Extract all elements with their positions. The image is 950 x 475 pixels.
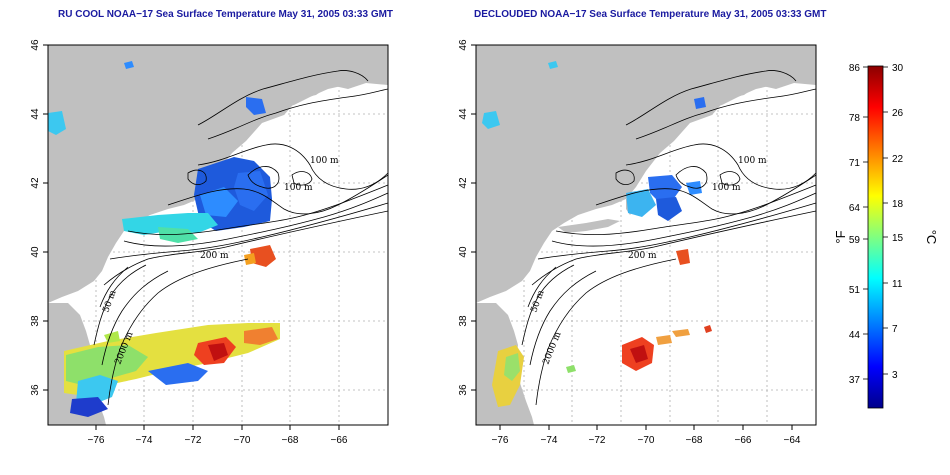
y-tick-label: 46 xyxy=(30,39,41,51)
y-tick-label: 42 xyxy=(30,177,41,189)
celsius-tick: 22 xyxy=(892,154,904,165)
x-tick-label: −72 xyxy=(589,435,606,446)
y-tick-label: 44 xyxy=(30,108,41,120)
fahrenheit-tick: 44 xyxy=(849,330,861,341)
y-tick-label: 42 xyxy=(458,177,469,189)
y-tick-label: 46 xyxy=(458,39,469,51)
fahrenheit-tick: 51 xyxy=(849,285,861,296)
y-tick-label: 40 xyxy=(30,246,41,258)
panel-title-right: DECLOUDED NOAA−17 Sea Surface Temperatur… xyxy=(474,9,827,20)
celsius-tick: 11 xyxy=(892,279,903,290)
map-panel-left: 100 m 100 m 200 m 50 m 2000 m xyxy=(47,44,389,426)
contour-label-200m: 200 m xyxy=(628,251,657,261)
x-tick-label: −72 xyxy=(185,435,202,446)
y-tick-label: 38 xyxy=(458,315,469,327)
x-tick-label: −76 xyxy=(492,435,509,446)
colorbar-ramp xyxy=(867,65,884,409)
x-tick-label: −70 xyxy=(638,435,655,446)
sst-pixels-right xyxy=(482,61,712,407)
contour-label-100m-b: 100 m xyxy=(284,183,313,193)
x-tick-label: −68 xyxy=(282,435,299,446)
x-tick-label: −76 xyxy=(88,435,105,446)
axes-left: −76 −74 −72 −70 −68 −66 36 38 40 42 44 4… xyxy=(30,39,348,446)
map-panel-right: 100 m 100 m 200 m 50 m 2000 m xyxy=(475,44,817,426)
celsius-tick: 7 xyxy=(892,324,898,335)
x-tick-label: −66 xyxy=(735,435,752,446)
y-tick-label: 44 xyxy=(458,108,469,120)
fahrenheit-unit: °F xyxy=(833,230,848,243)
celsius-tick: 26 xyxy=(892,108,904,119)
fahrenheit-tick: 64 xyxy=(849,203,861,214)
colorbar: 86 78 71 64 59 51 44 37 30 26 22 18 15 1… xyxy=(833,63,939,409)
celsius-tick: 18 xyxy=(892,199,904,210)
contour-label-100m-a: 100 m xyxy=(738,156,767,166)
x-tick-label: −74 xyxy=(541,435,558,446)
x-tick-label: −66 xyxy=(331,435,348,446)
fahrenheit-tick: 37 xyxy=(849,375,861,386)
fahrenheit-tick: 59 xyxy=(849,235,861,246)
map-frame xyxy=(47,44,389,426)
fahrenheit-tick: 71 xyxy=(849,158,861,169)
celsius-unit: °C xyxy=(924,230,939,245)
y-tick-label: 40 xyxy=(458,246,469,258)
y-tick-label: 38 xyxy=(30,315,41,327)
axes-right: −76 −74 −72 −70 −68 −66 −64 36 38 40 42 … xyxy=(458,39,801,446)
celsius-tick: 3 xyxy=(892,370,898,381)
y-tick-label: 36 xyxy=(458,384,469,396)
x-tick-label: −74 xyxy=(136,435,153,446)
contour-label-100m-a: 100 m xyxy=(310,156,339,166)
panel-title-left: RU COOL NOAA−17 Sea Surface Temperature … xyxy=(58,9,394,20)
sst-pixels-left xyxy=(48,61,280,417)
fahrenheit-tick: 78 xyxy=(849,113,861,124)
x-tick-label: −64 xyxy=(784,435,801,446)
celsius-tick: 15 xyxy=(892,233,904,244)
contour-label-200m: 200 m xyxy=(200,251,229,261)
celsius-tick: 30 xyxy=(892,63,904,74)
x-tick-label: −68 xyxy=(686,435,703,446)
y-tick-label: 36 xyxy=(30,384,41,396)
x-tick-label: −70 xyxy=(234,435,251,446)
fahrenheit-tick: 86 xyxy=(849,63,861,74)
contour-label-100m-b: 100 m xyxy=(712,183,741,193)
